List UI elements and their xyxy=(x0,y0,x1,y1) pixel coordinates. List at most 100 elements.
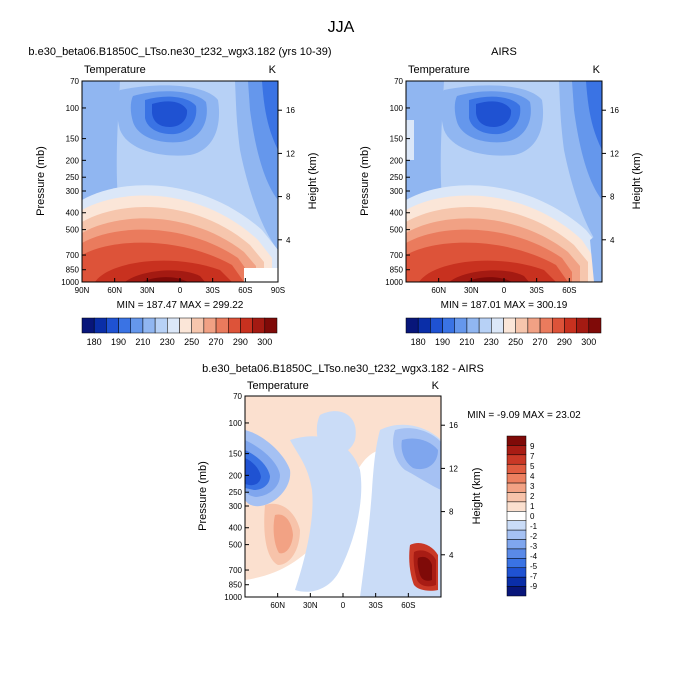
x-tick-label: 60N xyxy=(107,286,122,295)
x-tick-label: 30S xyxy=(206,286,220,295)
y-tick-label: 100 xyxy=(390,104,404,113)
height-tick-label: 16 xyxy=(610,106,619,115)
y-tick-label: 150 xyxy=(390,135,404,144)
colorbar-box xyxy=(506,576,527,587)
x-tick-label: 90S xyxy=(271,286,285,295)
y-tick-label: 1000 xyxy=(61,278,79,287)
y-tick-label: 850 xyxy=(390,266,404,275)
stats: MIN = 187.47 MAX = 299.22 xyxy=(117,300,244,311)
colorbar-box xyxy=(506,482,527,493)
y-tick-label: 500 xyxy=(66,226,80,235)
ylabel-right: Height (km) xyxy=(307,153,319,210)
y-tick-label: 70 xyxy=(70,77,79,86)
colorbar-label: 3 xyxy=(530,482,535,491)
colorbar-box xyxy=(228,317,241,334)
height-tick-label: 12 xyxy=(610,149,619,158)
colorbar-label: 290 xyxy=(233,337,248,347)
y-tick-label: 850 xyxy=(66,266,80,275)
colorbar-box xyxy=(81,317,95,334)
colorbar-box xyxy=(506,492,527,503)
colorbar-box xyxy=(118,317,131,334)
colorbar-label: 210 xyxy=(459,337,474,347)
height-tick-label: 8 xyxy=(449,508,454,517)
colorbar-box xyxy=(179,317,192,334)
x-tick-label: 0 xyxy=(502,286,507,295)
colorbar-label: 300 xyxy=(257,337,272,347)
panel-title: b.e30_beta06.B1850C_LTso.ne30_t232_wgx3.… xyxy=(202,363,484,375)
stats: MIN = -9.09 MAX = 23.02 xyxy=(467,410,581,421)
ylabel-right: Height (km) xyxy=(471,468,483,525)
colorbar-box xyxy=(506,567,527,578)
colorbar-label: -1 xyxy=(530,522,538,531)
y-tick-label: 500 xyxy=(390,226,404,235)
height-tick-label: 12 xyxy=(449,464,458,473)
height-tick-label: 4 xyxy=(449,551,454,560)
colorbar-box xyxy=(506,539,527,550)
y-tick-label: 200 xyxy=(390,156,404,165)
colorbar-box xyxy=(106,317,119,334)
colorbar-box xyxy=(154,317,168,334)
colorbar-box xyxy=(564,317,577,334)
colorbar-box xyxy=(203,317,217,334)
x-tick-label: 90N xyxy=(75,286,90,295)
y-tick-label: 500 xyxy=(229,541,243,550)
x-tick-label: 30S xyxy=(530,286,544,295)
y-tick-label: 400 xyxy=(390,209,404,218)
colorbar-box xyxy=(130,317,144,334)
height-tick-label: 8 xyxy=(610,193,615,202)
height-tick-label: 8 xyxy=(286,193,291,202)
colorbar-box xyxy=(215,317,229,334)
y-tick-label: 250 xyxy=(66,173,80,182)
right-label: K xyxy=(593,64,601,76)
panel-title: AIRS xyxy=(491,46,517,58)
colorbar-box xyxy=(506,511,527,521)
colorbar-model: 180 190 210 230 250 270 290 300 xyxy=(81,317,278,347)
colorbar-box xyxy=(506,558,527,569)
x-tick-label: 60S xyxy=(238,286,252,295)
colorbar-box xyxy=(506,445,527,456)
colorbar-box xyxy=(491,317,504,334)
colorbar-airs: 180 190 210 230 250 270 290 300 xyxy=(405,317,602,347)
colorbar-box xyxy=(454,317,468,334)
colorbar-box xyxy=(506,501,527,512)
x-tick-label: 60N xyxy=(431,286,446,295)
x-tick-label: 60S xyxy=(562,286,576,295)
colorbar-label: 300 xyxy=(581,337,596,347)
colorbar-label: -7 xyxy=(530,572,538,581)
colorbar-box xyxy=(506,463,527,474)
colorbar-box xyxy=(515,317,529,334)
y-tick-label: 1000 xyxy=(224,593,242,602)
colorbar-box xyxy=(588,317,602,334)
colorbar-label: 9 xyxy=(530,442,535,451)
y-tick-label: 300 xyxy=(390,187,404,196)
colorbar-label: 290 xyxy=(557,337,572,347)
y-tick-label: 250 xyxy=(229,488,243,497)
colorbar-label: 1 xyxy=(530,502,535,511)
x-tick-label: 0 xyxy=(341,601,346,610)
y-tick-label: 700 xyxy=(66,251,80,260)
x-tick-label: 0 xyxy=(178,286,183,295)
height-tick-label: 4 xyxy=(610,236,615,245)
panel-title: b.e30_beta06.B1850C_LTso.ne30_t232_wgx3.… xyxy=(28,46,331,58)
colorbar-label: -5 xyxy=(530,562,538,571)
x-tick-label: 60S xyxy=(401,601,415,610)
colorbar-box xyxy=(167,317,180,334)
x-tick-label: 30N xyxy=(303,601,318,610)
colorbar-label: -3 xyxy=(530,542,538,551)
y-tick-label: 850 xyxy=(229,581,243,590)
colorbar-box xyxy=(417,317,431,334)
y-tick-label: 200 xyxy=(229,471,243,480)
colorbar-box xyxy=(506,454,527,465)
colorbar-label: 270 xyxy=(533,337,548,347)
left-label: Temperature xyxy=(84,64,146,76)
y-tick-label: 70 xyxy=(394,77,403,86)
right-label: K xyxy=(269,64,277,76)
colorbar-label: 190 xyxy=(111,337,126,347)
colorbar-box xyxy=(264,317,278,334)
y-tick-label: 150 xyxy=(66,135,80,144)
colorbar-label: -2 xyxy=(530,532,538,541)
colorbar-label: -4 xyxy=(530,552,538,561)
ylabel: Pressure (mb) xyxy=(359,146,371,216)
